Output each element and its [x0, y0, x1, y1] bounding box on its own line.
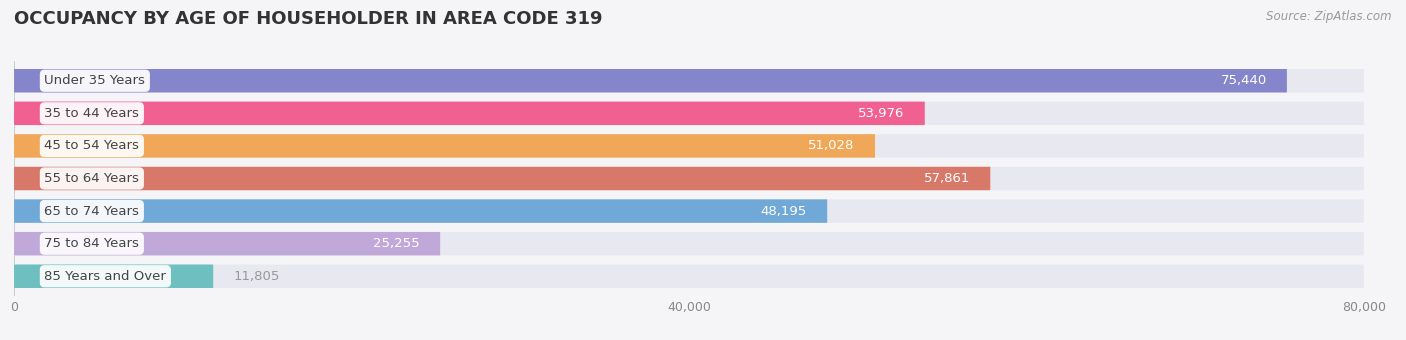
Text: Under 35 Years: Under 35 Years — [45, 74, 145, 87]
FancyBboxPatch shape — [14, 134, 1364, 158]
FancyBboxPatch shape — [14, 232, 440, 255]
FancyBboxPatch shape — [14, 199, 1364, 223]
FancyBboxPatch shape — [14, 134, 875, 158]
FancyBboxPatch shape — [14, 69, 1364, 92]
Text: 25,255: 25,255 — [373, 237, 420, 250]
Text: 75,440: 75,440 — [1220, 74, 1267, 87]
Text: 48,195: 48,195 — [761, 205, 807, 218]
Text: 51,028: 51,028 — [808, 139, 855, 152]
Text: 35 to 44 Years: 35 to 44 Years — [45, 107, 139, 120]
FancyBboxPatch shape — [14, 167, 990, 190]
Text: Source: ZipAtlas.com: Source: ZipAtlas.com — [1267, 10, 1392, 23]
Text: 53,976: 53,976 — [858, 107, 904, 120]
Text: 57,861: 57,861 — [924, 172, 970, 185]
FancyBboxPatch shape — [14, 265, 214, 288]
FancyBboxPatch shape — [14, 199, 827, 223]
Text: 85 Years and Over: 85 Years and Over — [45, 270, 166, 283]
FancyBboxPatch shape — [14, 232, 1364, 255]
FancyBboxPatch shape — [14, 69, 1286, 92]
FancyBboxPatch shape — [14, 102, 1364, 125]
Text: OCCUPANCY BY AGE OF HOUSEHOLDER IN AREA CODE 319: OCCUPANCY BY AGE OF HOUSEHOLDER IN AREA … — [14, 10, 603, 28]
Text: 75 to 84 Years: 75 to 84 Years — [45, 237, 139, 250]
FancyBboxPatch shape — [14, 102, 925, 125]
Text: 65 to 74 Years: 65 to 74 Years — [45, 205, 139, 218]
FancyBboxPatch shape — [14, 265, 1364, 288]
Text: 55 to 64 Years: 55 to 64 Years — [45, 172, 139, 185]
Text: 11,805: 11,805 — [233, 270, 280, 283]
FancyBboxPatch shape — [14, 167, 1364, 190]
Text: 45 to 54 Years: 45 to 54 Years — [45, 139, 139, 152]
